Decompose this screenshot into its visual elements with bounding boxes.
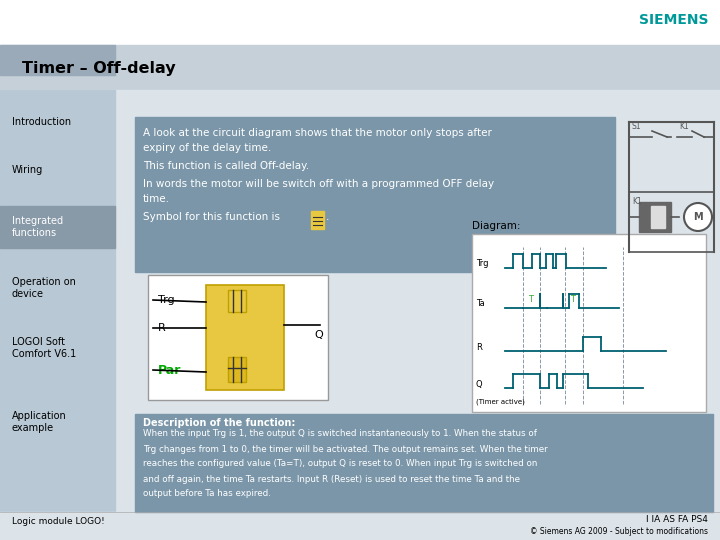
Text: SIEMENS: SIEMENS	[639, 13, 708, 27]
Text: time.: time.	[143, 194, 170, 204]
Text: K1: K1	[679, 122, 689, 131]
Text: Application
example: Application example	[12, 411, 67, 433]
Bar	[135, 117, 615, 272]
Bar	[135, 414, 713, 512]
Bar	[0, 206, 115, 248]
Text: Trg: Trg	[476, 260, 488, 268]
Bar	[0, 0, 720, 45]
Text: Symbol for this function is: Symbol for this function is	[143, 212, 280, 222]
Text: Timer – Off-delay: Timer – Off-delay	[22, 60, 176, 76]
Text: Logic module LOGO!: Logic module LOGO!	[12, 517, 104, 526]
Text: Par: Par	[158, 363, 181, 376]
Text: Diagram:: Diagram:	[472, 221, 521, 231]
Text: Trg: Trg	[158, 295, 175, 305]
Bar	[0, 512, 720, 540]
Text: expiry of the delay time.: expiry of the delay time.	[143, 143, 271, 153]
Text: R: R	[476, 342, 482, 352]
Text: Q: Q	[314, 330, 323, 340]
Bar	[311, 211, 324, 229]
Text: A look at the circuit diagram shows that the motor only stops after: A look at the circuit diagram shows that…	[143, 128, 492, 138]
Bar	[0, 45, 720, 90]
Text: Trg changes from 1 to 0, the timer will be activated. The output remains set. Wh: Trg changes from 1 to 0, the timer will …	[143, 444, 548, 454]
Text: T: T	[528, 295, 534, 305]
Bar	[651, 206, 665, 228]
Bar	[228, 290, 246, 312]
Bar	[228, 357, 246, 382]
Text: © Siemens AG 2009 - Subject to modifications: © Siemens AG 2009 - Subject to modificat…	[530, 528, 708, 537]
Text: This function is called Off-delay.: This function is called Off-delay.	[143, 161, 309, 171]
Text: Introduction: Introduction	[12, 117, 71, 127]
Text: Operation on
device: Operation on device	[12, 277, 76, 299]
Text: output before Ta has expired.: output before Ta has expired.	[143, 489, 271, 498]
Bar	[0, 90, 115, 512]
Bar	[206, 285, 284, 390]
Bar	[639, 202, 671, 232]
Text: (Timer active): (Timer active)	[476, 399, 525, 405]
Text: Description of the function:: Description of the function:	[143, 418, 295, 428]
Text: reaches the configured value (Ta=T), output Q is reset to 0. When input Trg is s: reaches the configured value (Ta=T), out…	[143, 460, 537, 469]
Text: K1: K1	[632, 197, 642, 206]
Text: When the input Trg is 1, the output Q is switched instantaneously to 1. When the: When the input Trg is 1, the output Q is…	[143, 429, 537, 438]
Text: T: T	[570, 295, 575, 305]
Bar	[148, 275, 328, 400]
Bar	[0, 45, 115, 75]
Text: .: .	[326, 212, 329, 222]
Text: LOGOI Soft
Comfort V6.1: LOGOI Soft Comfort V6.1	[12, 337, 76, 359]
Text: Integrated
functions: Integrated functions	[12, 216, 63, 238]
Text: R: R	[158, 323, 166, 333]
Text: Q: Q	[476, 380, 482, 388]
Text: Ta: Ta	[476, 300, 485, 308]
Text: I IA AS FA PS4: I IA AS FA PS4	[646, 516, 708, 524]
Text: In words the motor will be switch off with a programmed OFF delay: In words the motor will be switch off wi…	[143, 179, 494, 189]
Text: and off again, the time Ta restarts. Input R (Reset) is used to reset the time T: and off again, the time Ta restarts. Inp…	[143, 475, 520, 483]
Text: Wiring: Wiring	[12, 165, 43, 175]
Circle shape	[684, 203, 712, 231]
Bar	[472, 234, 706, 412]
Bar	[0, 90, 720, 512]
Text: S1: S1	[632, 122, 642, 131]
Text: M: M	[693, 212, 703, 222]
